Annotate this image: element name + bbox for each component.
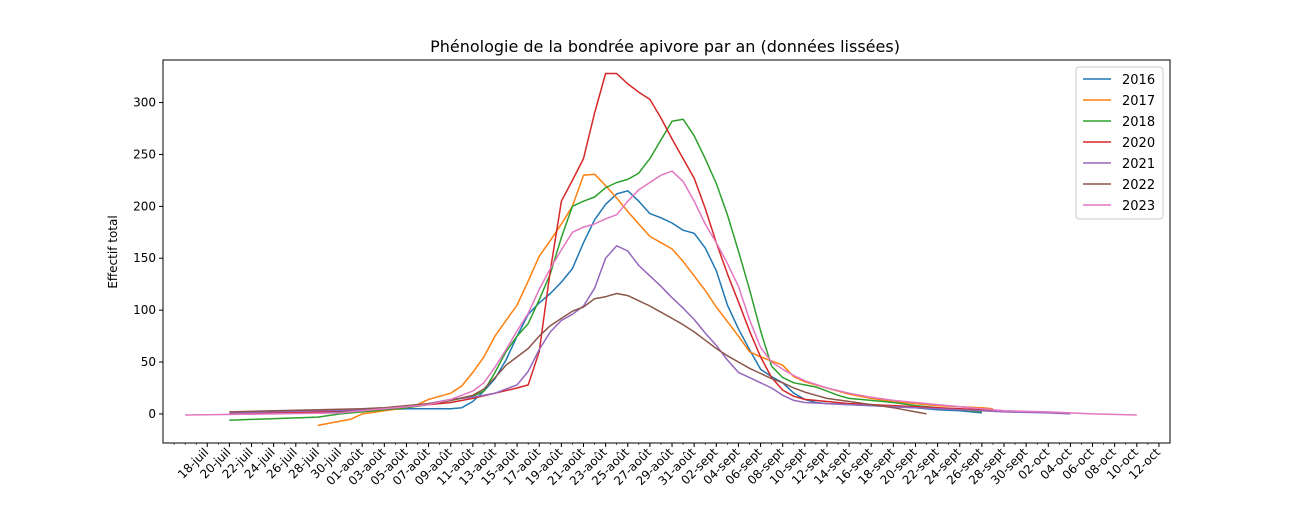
legend: 2016 2017 2018 2020 2021 2022 2023 [1075, 66, 1164, 220]
y-tick-label: 200 [133, 199, 156, 213]
legend-box [1075, 66, 1164, 220]
y-tick-label: 50 [141, 355, 156, 369]
series-line-2023 [185, 170, 1137, 416]
series-line-2017 [317, 173, 993, 427]
legend-label-2023: 2023 [1122, 199, 1155, 214]
y-tick-label: 250 [133, 147, 156, 161]
legend-label-2016: 2016 [1122, 73, 1155, 88]
legend-label-2020: 2020 [1122, 136, 1155, 151]
series-line-2018 [229, 118, 982, 421]
legend-label-2022: 2022 [1122, 178, 1155, 193]
chart-title: Phénologie de la bondrée apivore par an … [430, 37, 900, 56]
legend-label-2021: 2021 [1122, 157, 1155, 172]
legend-label-2018: 2018 [1122, 115, 1155, 130]
y-tick-label: 0 [148, 407, 156, 421]
plot-area-frame [162, 59, 1171, 444]
y-axis-label: Effectif total [106, 215, 120, 288]
series-line-2016 [229, 190, 982, 414]
y-tick-label: 150 [133, 251, 156, 265]
series-lines [185, 72, 1137, 427]
series-line-2020 [229, 72, 1005, 415]
axis-ticks: 05010015020025030018-juil20-juil22-juil2… [133, 96, 1163, 489]
legend-label-2017: 2017 [1122, 94, 1155, 109]
y-tick-label: 100 [133, 303, 156, 317]
series-line-2021 [229, 245, 1071, 415]
y-tick-label: 300 [133, 96, 156, 110]
series-line-2022 [229, 292, 927, 415]
